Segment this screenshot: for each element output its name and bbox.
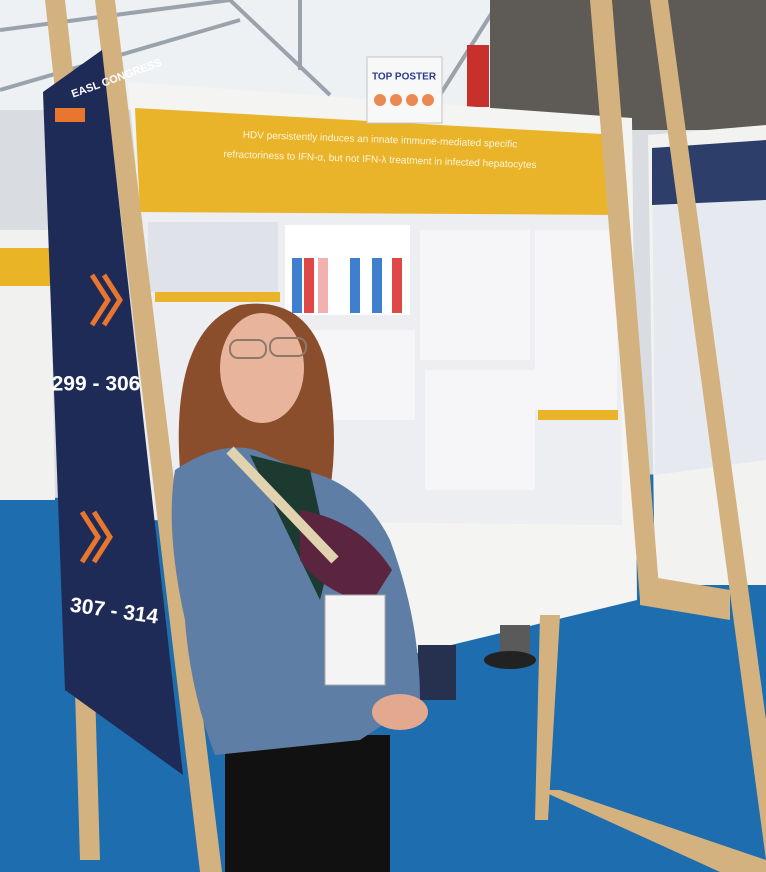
sign-text: TOP POSTER xyxy=(372,72,437,83)
background-person xyxy=(500,625,530,655)
banner xyxy=(43,50,183,775)
poster-header xyxy=(135,108,620,215)
chevron xyxy=(101,273,123,327)
chevron xyxy=(91,510,113,564)
far-poster-header xyxy=(0,248,50,286)
banner-range: 299 - 306 xyxy=(52,373,141,396)
far-board xyxy=(0,230,55,500)
shoe xyxy=(484,651,536,669)
chevron xyxy=(89,273,111,327)
top-poster-sign xyxy=(366,56,443,124)
safety-sign xyxy=(467,45,489,107)
right-poster-header xyxy=(652,140,766,205)
sign-icons xyxy=(374,94,434,106)
banner-badge xyxy=(55,108,85,122)
background-person xyxy=(418,645,456,700)
person xyxy=(171,303,428,872)
back-wall xyxy=(490,0,766,130)
chevron xyxy=(79,510,101,564)
